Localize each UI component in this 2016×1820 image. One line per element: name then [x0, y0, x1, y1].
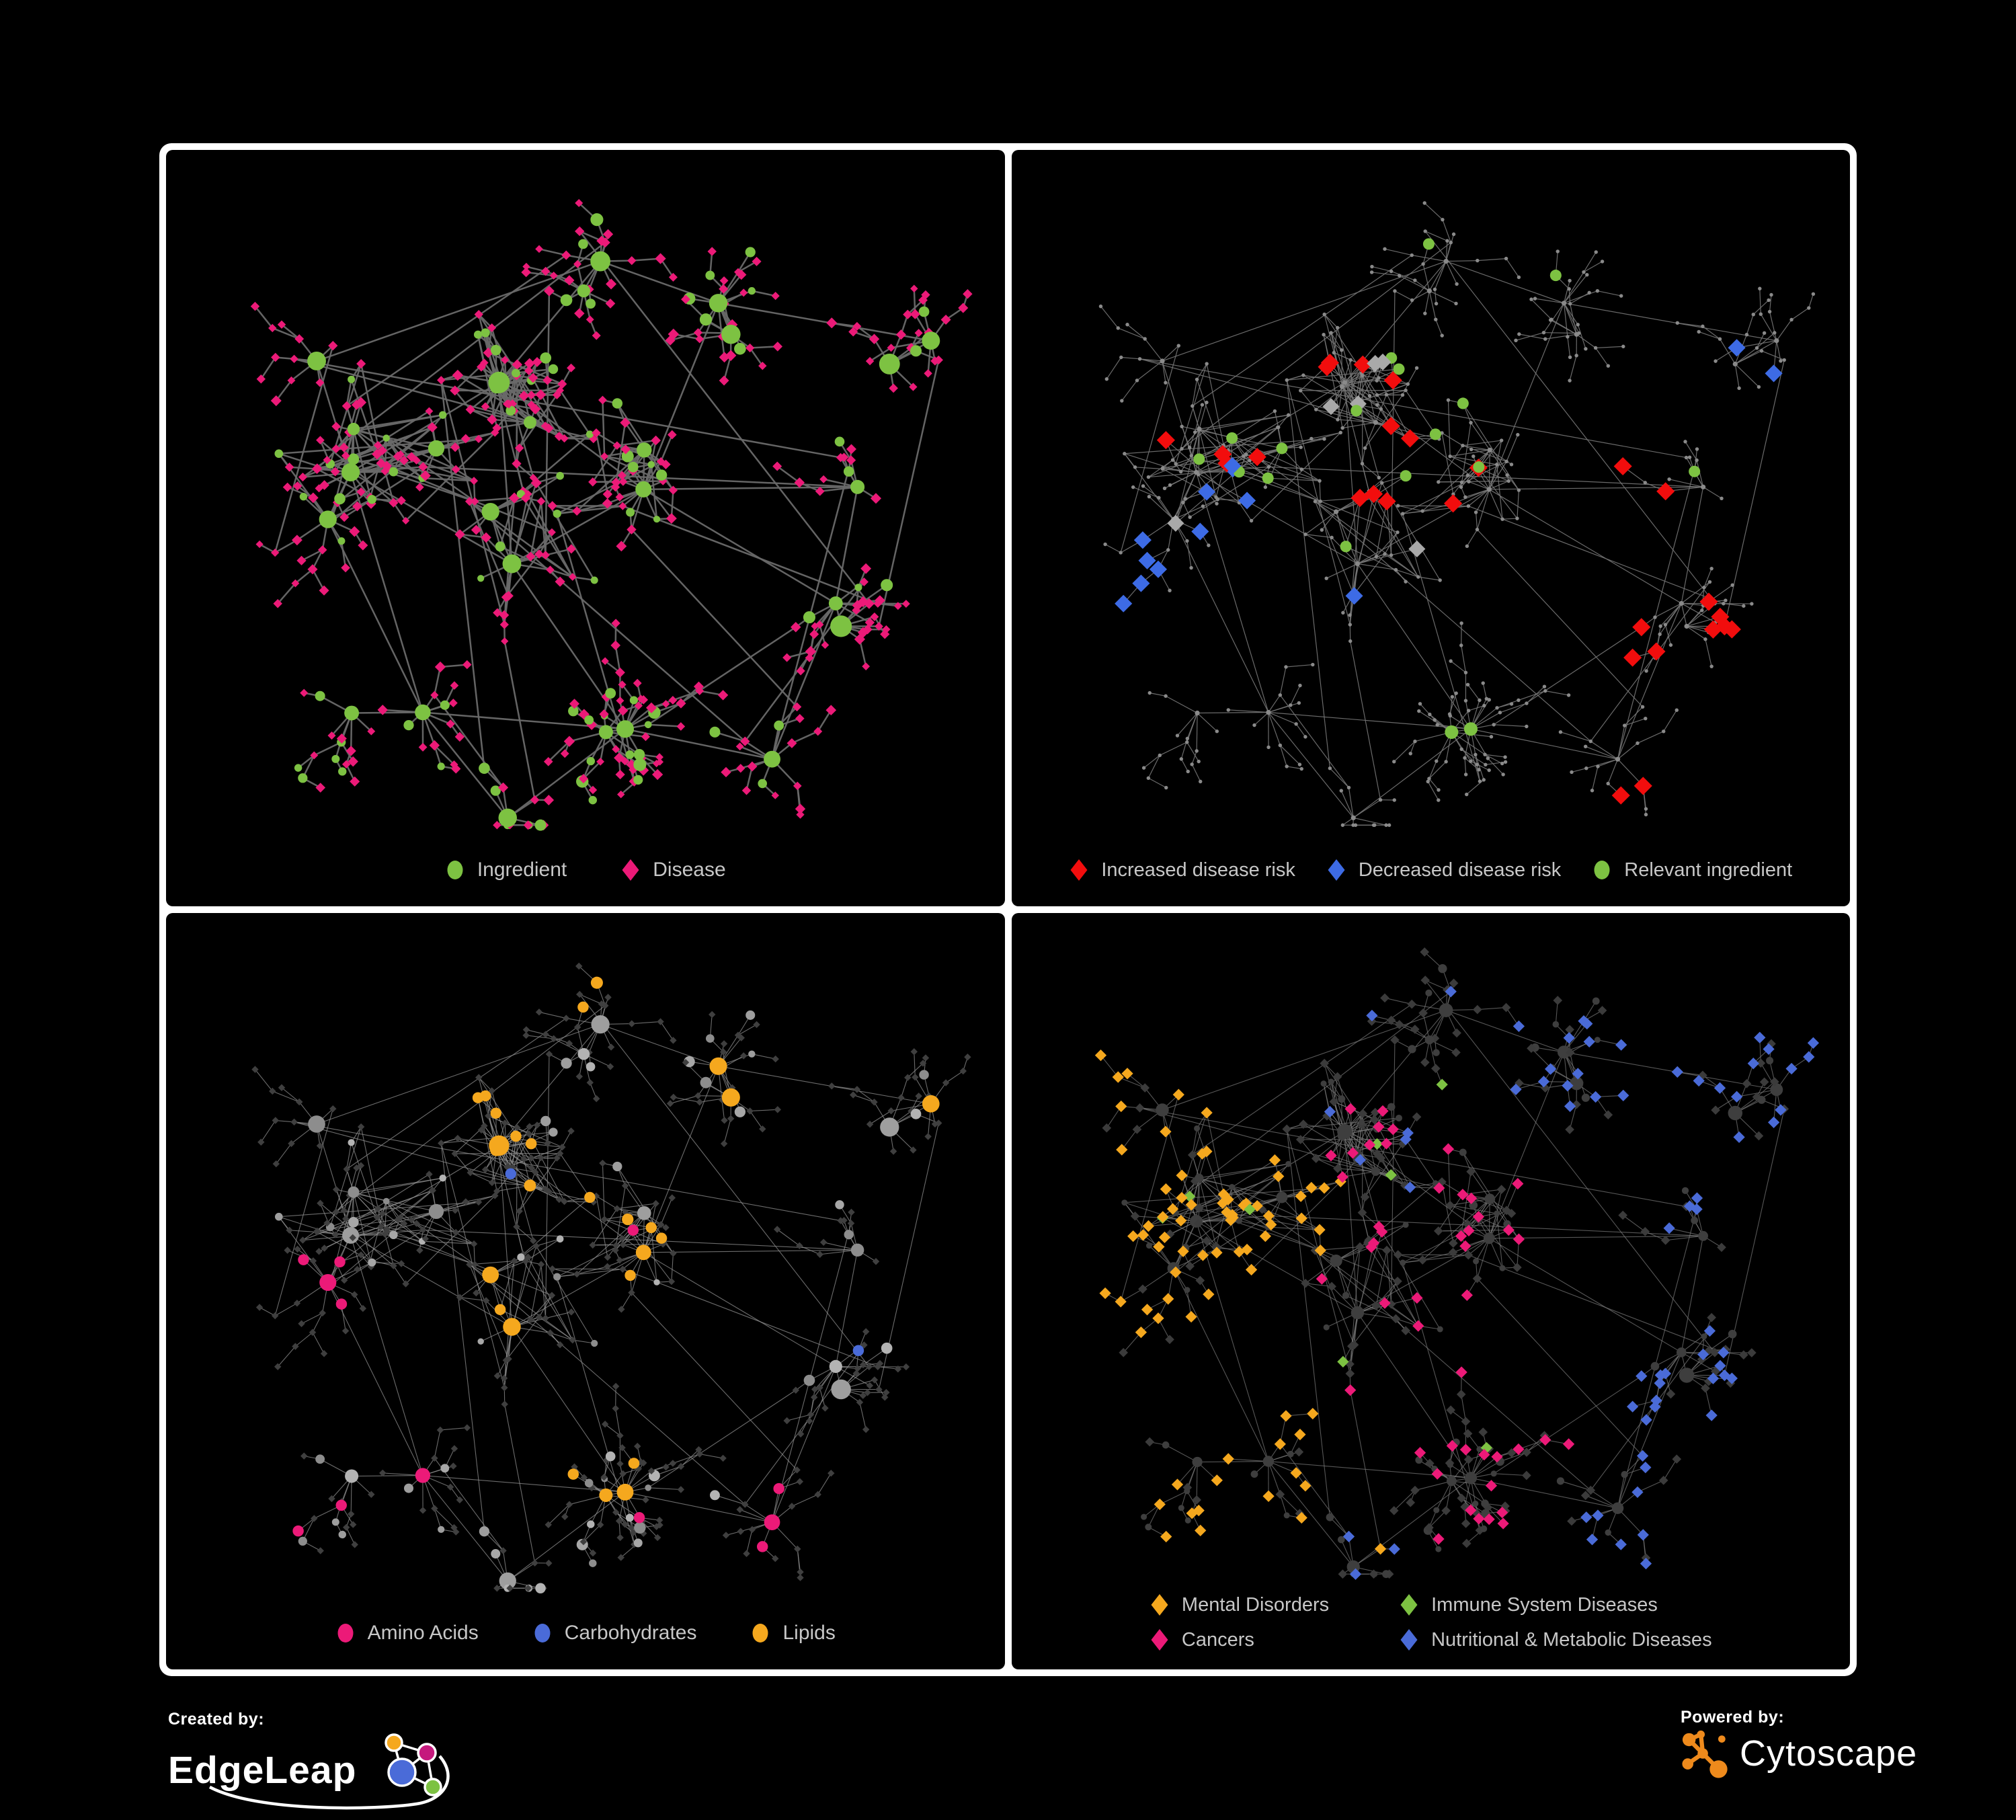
legend-label: Nutritional & Metabolic Diseases [1431, 1628, 1712, 1651]
legend-diamond-icon [1070, 859, 1088, 881]
legend-item-cancers: Cancers [1150, 1628, 1329, 1652]
legend-item-lipids: Lipids [750, 1621, 836, 1645]
legend-item-amino-acids: Amino Acids [335, 1621, 479, 1645]
legend-item-nutritional-metabolic-diseases: Nutritional & Metabolic Diseases [1399, 1628, 1712, 1652]
legend-circle-icon [752, 1624, 768, 1643]
edgeleap-logo-icon [209, 1733, 450, 1810]
legend-diamond-icon [622, 859, 639, 881]
legend-label: Disease [653, 859, 726, 881]
legend-item-increased-disease-risk: Increased disease risk [1069, 858, 1295, 882]
edgeleap-credit: Created by: EdgeLeap [168, 1710, 460, 1810]
panel-macronutrients: Amino Acids Carbohydrates Lipids [166, 913, 1005, 1669]
legend-disease-risk: Increased disease risk Decreased disease … [1012, 855, 1851, 906]
legend-diamond-icon [1400, 1629, 1418, 1651]
legend-item-relevant-ingredient: Relevant ingredient [1592, 858, 1792, 882]
legend-item-carbohydrates: Carbohydrates [532, 1621, 697, 1645]
panel-grid: Ingredient Disease Increased disease risk… [159, 143, 1857, 1676]
legend-label: Relevant ingredient [1624, 859, 1793, 881]
network-disease-classes [1094, 947, 1819, 1580]
legend-macronutrients: Amino Acids Carbohydrates Lipids [166, 1618, 1005, 1669]
legend-circle-icon [1594, 861, 1610, 879]
legend-item-mental-disorders: Mental Disorders [1150, 1593, 1329, 1617]
edgeleap-wordmark: EdgeLeap [168, 1749, 357, 1792]
legend-diamond-icon [1151, 1594, 1168, 1616]
legend-item-immune-system-diseases: Immune System Diseases [1399, 1593, 1711, 1617]
legend-disease-classes: Mental Disorders Immune System Diseases Ca… [1012, 1590, 1851, 1669]
network-disease-risk [1098, 201, 1815, 827]
legend-label: Carbohydrates [564, 1622, 697, 1644]
legend-circle-icon [534, 1624, 551, 1643]
legend-diamond-icon [1151, 1629, 1168, 1651]
legend-circle-icon [337, 1624, 354, 1643]
legend-label: Increased disease risk [1101, 859, 1295, 881]
legend-label: Cancers [1181, 1628, 1254, 1651]
network-macronutrients [251, 962, 971, 1593]
panel-ingredient-disease: Ingredient Disease [166, 150, 1005, 906]
legend-circle-icon [447, 861, 463, 879]
cytoscape-wordmark: Cytoscape [1740, 1733, 1918, 1774]
legend-item-disease: Disease [620, 858, 726, 882]
panel-disease-risk: Increased disease risk Decreased disease … [1011, 150, 1851, 906]
legend-label: Mental Disorders [1181, 1593, 1330, 1616]
panel-disease-classes: Mental Disorders Immune System Diseases Ca… [1011, 913, 1851, 1669]
legend-label: Ingredient [477, 859, 567, 881]
cytoscape-logo-icon [1682, 1730, 1728, 1778]
legend-diamond-icon [1400, 1594, 1418, 1616]
legend-label: Decreased disease risk [1358, 859, 1562, 881]
powered-by-label: Powered by: [1681, 1708, 1785, 1727]
legend-item-decreased-disease-risk: Decreased disease risk [1326, 858, 1561, 882]
legend-label: Immune System Diseases [1431, 1593, 1658, 1616]
legend-label: Amino Acids [367, 1622, 479, 1644]
legend-diamond-icon [1328, 859, 1345, 881]
legend-label: Lipids [782, 1622, 836, 1644]
created-by-label: Created by: [168, 1710, 265, 1729]
legend-item-ingredient: Ingredient [445, 858, 567, 882]
network-ingredient-disease [250, 198, 973, 831]
legend-ingredient-disease: Ingredient Disease [166, 855, 1005, 906]
cytoscape-credit: Powered by: Cytoscape [1681, 1708, 1917, 1778]
